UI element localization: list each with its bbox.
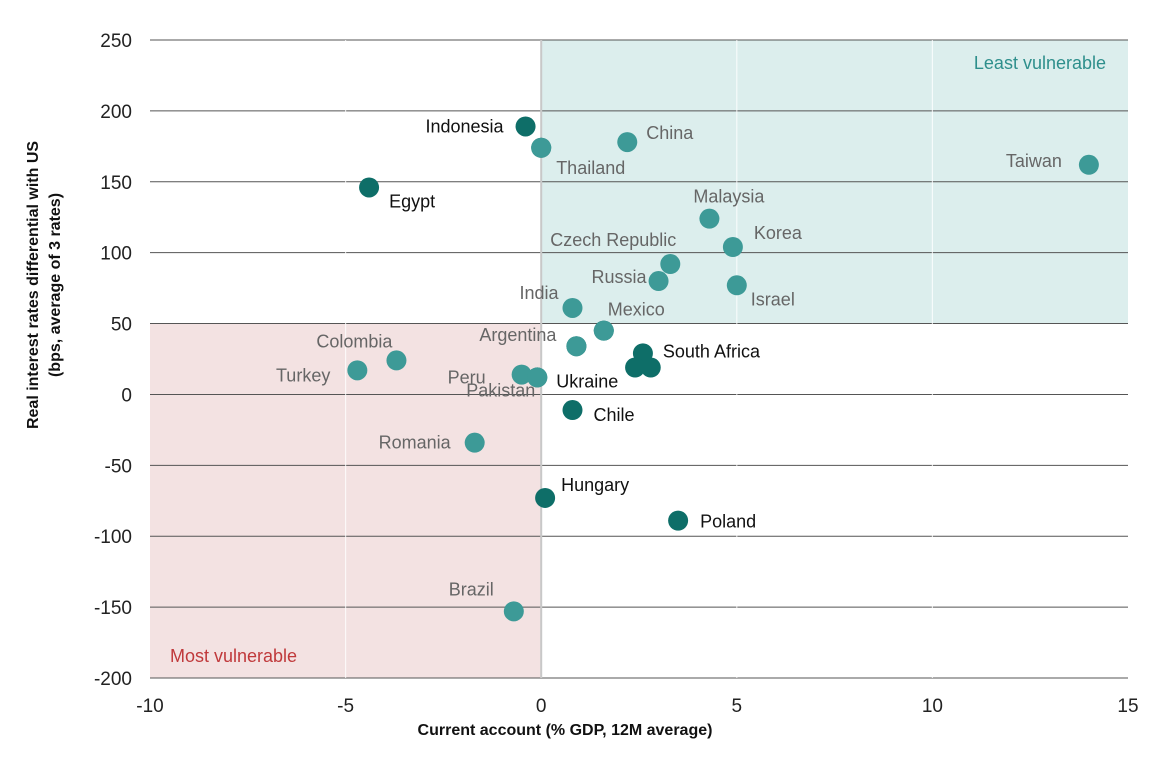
zone-label-most-vulnerable: Most vulnerable bbox=[170, 646, 297, 666]
label-romania: Romania bbox=[379, 433, 452, 453]
label-chile: Chile bbox=[593, 405, 634, 425]
label-russia: Russia bbox=[592, 267, 648, 287]
x-tick-label: 5 bbox=[732, 696, 743, 717]
label-argentina: Argentina bbox=[479, 325, 557, 345]
point-korea bbox=[722, 236, 743, 257]
x-axis-title: Current account (% GDP, 12M average) bbox=[418, 722, 713, 739]
point-argentina bbox=[566, 336, 587, 357]
x-tick-label: -10 bbox=[136, 696, 163, 717]
label-turkey: Turkey bbox=[276, 365, 330, 385]
point-taiwan bbox=[1078, 154, 1099, 175]
x-tick-label: 0 bbox=[536, 696, 547, 717]
point bbox=[625, 357, 646, 378]
point-malaysia bbox=[699, 208, 720, 229]
label-mexico: Mexico bbox=[608, 300, 665, 320]
point-peru bbox=[511, 364, 532, 385]
label-egypt: Egypt bbox=[389, 191, 435, 211]
label-taiwan: Taiwan bbox=[1006, 151, 1062, 171]
label-czech-republic: Czech Republic bbox=[550, 230, 676, 250]
point-pakistan bbox=[527, 367, 548, 388]
y-axis-title-line2: (bps, average of 3 rates) bbox=[47, 193, 64, 377]
label-hungary: Hungary bbox=[561, 475, 629, 495]
point-turkey bbox=[347, 360, 368, 381]
point-chile bbox=[562, 400, 583, 421]
label-korea: Korea bbox=[754, 223, 803, 243]
y-tick-label: 50 bbox=[111, 315, 132, 336]
y-axis-title-line1: Real interest rates differential with US bbox=[25, 141, 42, 429]
point-thailand bbox=[531, 137, 552, 158]
label-china: China bbox=[646, 123, 694, 143]
data-points bbox=[347, 116, 1099, 622]
point-china bbox=[617, 132, 638, 153]
label-israel: Israel bbox=[751, 289, 795, 309]
x-tick-label: 10 bbox=[922, 696, 943, 717]
point-poland bbox=[668, 510, 689, 531]
point-colombia bbox=[386, 350, 407, 371]
y-tick-label: -150 bbox=[94, 598, 132, 619]
point-russia bbox=[648, 271, 669, 292]
point-mexico bbox=[593, 320, 614, 341]
point-hungary bbox=[535, 487, 556, 508]
point bbox=[640, 357, 661, 378]
label-poland: Poland bbox=[700, 512, 756, 532]
label-peru: Peru bbox=[448, 368, 486, 388]
point-india bbox=[562, 297, 583, 318]
point-egypt bbox=[359, 177, 380, 198]
x-tick-label: -5 bbox=[337, 696, 354, 717]
label-ukraine: Ukraine bbox=[556, 371, 618, 391]
point-israel bbox=[726, 275, 747, 296]
y-tick-label: 0 bbox=[121, 385, 132, 406]
y-tick-label: 200 bbox=[100, 102, 132, 123]
zone-label-least-vulnerable: Least vulnerable bbox=[974, 53, 1106, 73]
point-romania bbox=[464, 432, 485, 453]
point-labels: Indonesia Egypt South Africa Ukraine Chile Hu… bbox=[276, 116, 1062, 599]
label-south-africa: South Africa bbox=[663, 341, 761, 361]
point-czech-republic bbox=[660, 254, 681, 275]
point-indonesia bbox=[515, 116, 536, 137]
y-tick-label: 100 bbox=[100, 244, 132, 265]
label-thailand: Thailand bbox=[556, 158, 625, 178]
x-tick-label: 15 bbox=[1117, 696, 1138, 717]
label-brazil: Brazil bbox=[449, 579, 494, 599]
label-colombia: Colombia bbox=[316, 331, 393, 351]
y-tick-label: -50 bbox=[105, 456, 132, 477]
point-brazil bbox=[503, 601, 524, 622]
label-india: India bbox=[519, 283, 559, 303]
label-malaysia: Malaysia bbox=[693, 187, 765, 207]
y-tick-label: 250 bbox=[100, 31, 132, 52]
label-pakistan: Pakistan bbox=[466, 380, 535, 400]
y-tick-label: 150 bbox=[100, 173, 132, 194]
label-indonesia: Indonesia bbox=[425, 116, 504, 136]
y-tick-label: -100 bbox=[94, 527, 132, 548]
gridlines bbox=[150, 39, 1128, 679]
y-tick-label: -200 bbox=[94, 669, 132, 690]
